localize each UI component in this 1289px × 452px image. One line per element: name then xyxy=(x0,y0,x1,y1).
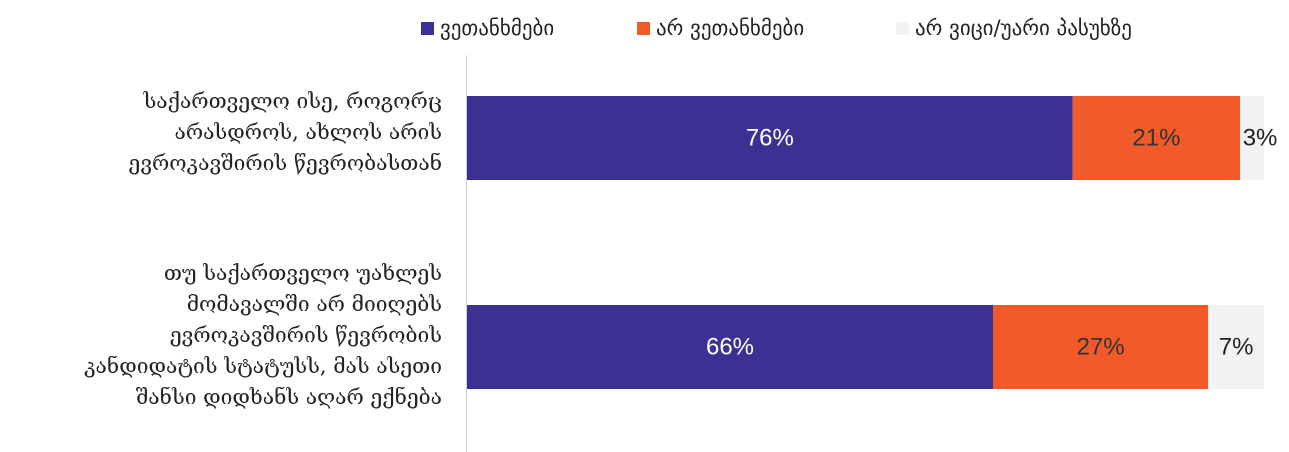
legend-swatch-dont-know xyxy=(896,21,909,35)
category-label-1-line: არასდროს, ახლოს არის xyxy=(174,120,442,144)
category-label-2-line: ევროკავშირის წევრობის xyxy=(169,323,442,347)
legend-item-dont-know: არ ვიცი/უარი პასუხზე xyxy=(896,16,1132,40)
data-label-agree-2: 66% xyxy=(706,334,754,361)
data-label-dont-know-1: 3% xyxy=(1243,125,1278,152)
bar-dont-know-1 xyxy=(1240,96,1264,180)
bar-disagree-1 xyxy=(1072,96,1241,180)
legend-item-disagree: არ ვეთანხმები xyxy=(637,16,804,40)
legend-label-agree: ვეთანხმები xyxy=(440,16,555,40)
legend-swatch-disagree xyxy=(637,21,650,35)
data-label-disagree-2: 27% xyxy=(1077,334,1125,361)
category-label-2-line: კანდიდატის სტატუსს, მას ასეთი xyxy=(84,354,442,378)
category-label-2: თუ საქართველო უახლეს მომავალში არ მიიღებ… xyxy=(84,258,442,413)
category-label-1: საქართველო ისე, როგორც არასდროს, ახლოს ა… xyxy=(129,86,442,179)
category-label-1-line: საქართველო ისე, როგორც xyxy=(143,89,442,113)
legend-label-dont-know: არ ვიცი/უარი პასუხზე xyxy=(915,16,1132,40)
category-label-2-line: შანსი დიდხანს აღარ ექნება xyxy=(135,385,442,409)
data-label-agree-1: 76% xyxy=(746,125,794,152)
legend-swatch-agree xyxy=(421,21,434,35)
bar-agree-1 xyxy=(467,96,1073,180)
bars-group: 76% 21% 3% 66% 27% 7% xyxy=(467,96,1277,389)
legend-item-agree: ვეთანხმები xyxy=(421,16,554,40)
legend-label-disagree: არ ვეთანხმები xyxy=(656,16,805,40)
bar-disagree-2 xyxy=(993,305,1209,389)
data-label-disagree-1: 21% xyxy=(1132,125,1180,152)
bar-dont-know-2 xyxy=(1208,305,1264,389)
bar-agree-2 xyxy=(467,305,994,389)
category-label-2-line: მომავალში არ მიიღებს xyxy=(186,292,442,316)
category-label-1-line: ევროკავშირის წევრობასთან xyxy=(128,151,442,175)
legend: ვეთანხმები არ ვეთანხმები არ ვიცი/უარი პა… xyxy=(0,16,1289,46)
data-label-dont-know-2: 7% xyxy=(1219,334,1254,361)
category-label-2-line: თუ საქართველო უახლეს xyxy=(163,261,442,285)
